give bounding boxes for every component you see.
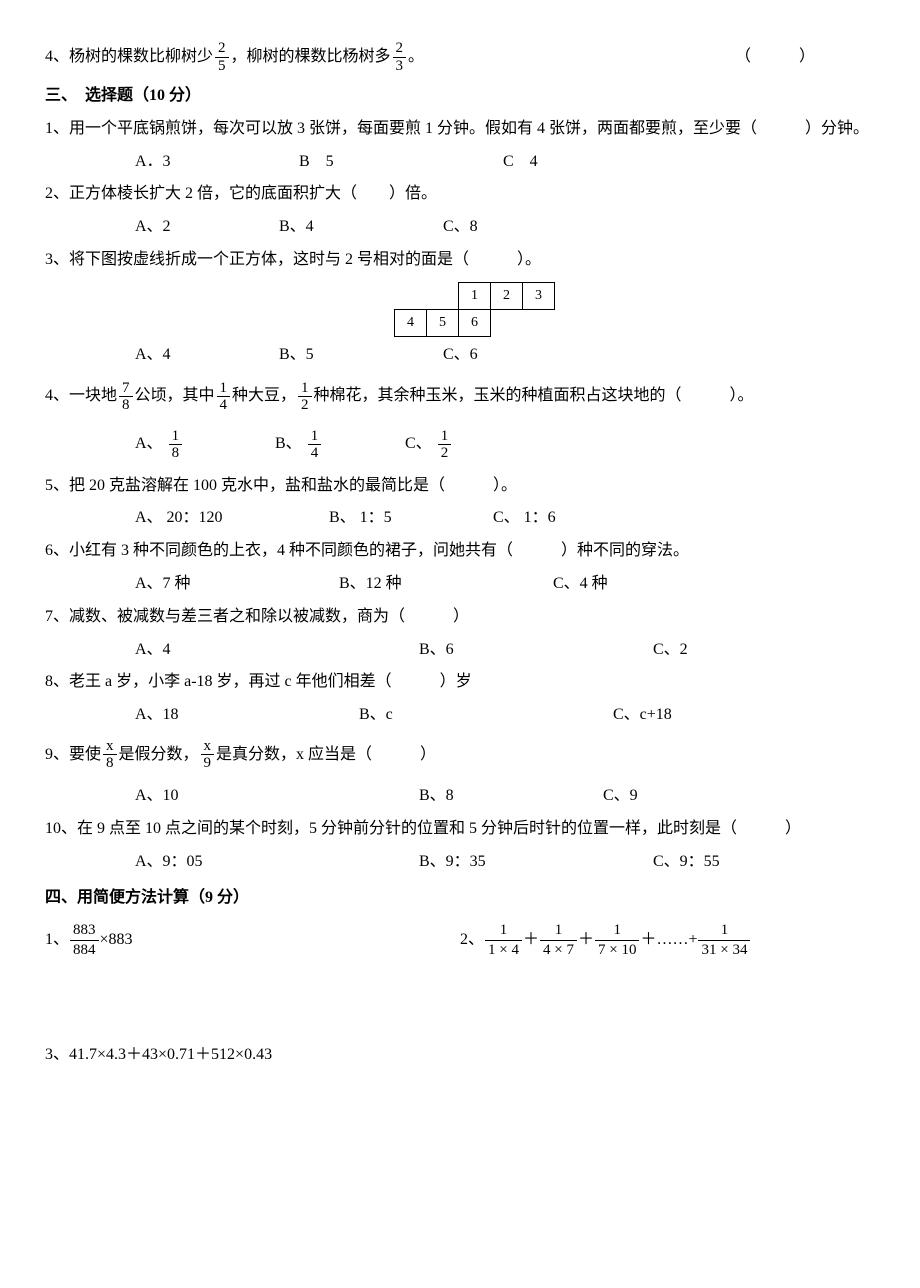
dots: ＋……+ xyxy=(640,926,697,955)
opt-b-pre: B、 xyxy=(275,430,302,459)
q41-pre: 1、 xyxy=(45,926,69,955)
opt-c: C、8 xyxy=(443,213,478,242)
q41-post: ×883 xyxy=(100,926,133,955)
q24-text-2: ，柳树的棵数比杨树多 xyxy=(231,43,391,72)
opt-c: C、 12 xyxy=(405,428,453,462)
section-4-title: 四、用简便方法计算（9 分） xyxy=(45,884,875,913)
opt-c: C、4 种 xyxy=(553,570,608,599)
q39-t2: 是假分数， xyxy=(119,741,199,770)
question-3-5: 5、把 20 克盐溶解在 100 克水中，盐和盐水的最简比是（ ）。 xyxy=(45,472,875,501)
opt-b: B、9：35 xyxy=(419,848,649,877)
question-4-3: 3、41.7×4.3＋43×0.71＋512×0.43 xyxy=(45,1041,875,1070)
opt-b: B、5 xyxy=(279,341,439,370)
frac-a: 18 xyxy=(169,428,183,462)
q3-2-options: A、2 B、4 C、8 xyxy=(45,213,875,242)
cube-cell-5: 5 xyxy=(426,309,459,337)
cube-net-diagram: 1 2 3 4 5 6 xyxy=(395,283,595,337)
opt-a: A、 18 xyxy=(135,428,275,462)
frac-883-884: 883 884 xyxy=(70,921,99,961)
frac-1-2: 12 xyxy=(298,380,312,414)
question-4-2: 2、 11 × 4 ＋ 14 × 7 ＋ 17 × 10 ＋……+ 131 × … xyxy=(460,921,875,961)
opt-c: C、c+18 xyxy=(613,701,672,730)
opt-a: A、4 xyxy=(135,636,415,665)
opt-a-pre: A、 xyxy=(135,430,163,459)
q3-1-options: A．3 B 5 C 4 xyxy=(45,148,875,177)
frac-x-9: x9 xyxy=(201,738,215,772)
frac-c: 12 xyxy=(438,428,452,462)
q3-10-options: A、9：05 B、9：35 C、9：55 xyxy=(45,848,875,877)
q34-t1: 4、一块地 xyxy=(45,382,117,411)
opt-c: C、9：55 xyxy=(653,848,720,877)
opt-a: A、10 xyxy=(135,782,415,811)
opt-b: B 5 xyxy=(299,148,499,177)
answer-paren: （ ） xyxy=(735,43,815,72)
cube-cell-4: 4 xyxy=(394,309,427,337)
q3-7-options: A、4 B、6 C、2 xyxy=(45,636,875,665)
question-3-4: 4、一块地 78 公顷，其中 14 种大豆， 12 种棉花，其余种玉米，玉米的种… xyxy=(45,380,875,414)
q39-t1: 9、要使 xyxy=(45,741,101,770)
question-3-9: 9、要使 x8 是假分数， x9 是真分数，x 应当是（ ） xyxy=(45,738,875,772)
question-3-6: 6、小红有 3 种不同颜色的上衣，4 种不同颜色的裙子，问她共有（ ）种不同的穿… xyxy=(45,537,875,566)
opt-b: B、6 xyxy=(419,636,649,665)
opt-c-pre: C、 xyxy=(405,430,432,459)
fraction-2-3: 2 3 xyxy=(393,40,407,74)
opt-b: B、 1：5 xyxy=(329,504,489,533)
opt-c: C、 1：6 xyxy=(493,504,556,533)
question-3-7: 7、减数、被减数与差三者之和除以被减数，商为（ ） xyxy=(45,603,875,632)
opt-a: A、4 xyxy=(135,341,275,370)
opt-a: A、 20：120 xyxy=(135,504,325,533)
opt-b: B、8 xyxy=(419,782,599,811)
q34-t4: 种棉花，其余种玉米，玉米的种植面积占这块地的（ ）。 xyxy=(314,382,754,411)
cube-cell-2: 2 xyxy=(490,282,523,310)
opt-b: B、c xyxy=(359,701,609,730)
question-3-8: 8、老王 a 岁，小李 a-18 岁，再过 c 年他们相差（ ）岁 xyxy=(45,668,875,697)
frac-2: 14 × 7 xyxy=(540,921,577,961)
q4-row: 1、 883 884 ×883 2、 11 × 4 ＋ 14 × 7 ＋ 17 … xyxy=(45,921,875,961)
frac-4: 131 × 34 xyxy=(698,921,750,961)
opt-a: A、2 xyxy=(135,213,275,242)
frac-7-8: 78 xyxy=(119,380,133,414)
frac-1: 11 × 4 xyxy=(485,921,522,961)
fraction-2-5: 2 5 xyxy=(215,40,229,74)
opt-b: B、12 种 xyxy=(339,570,549,599)
frac-1-4: 14 xyxy=(217,380,231,414)
cube-cell-1: 1 xyxy=(458,282,491,310)
opt-c: C 4 xyxy=(503,148,538,177)
q3-9-options: A、10 B、8 C、9 xyxy=(45,782,875,811)
q34-t2: 公顷，其中 xyxy=(135,382,215,411)
plus-2: ＋ xyxy=(578,926,594,955)
q3-6-options: A、7 种 B、12 种 C、4 种 xyxy=(45,570,875,599)
question-3-10: 10、在 9 点至 10 点之间的某个时刻，5 分钟前分针的位置和 5 分钟后时… xyxy=(45,815,875,844)
opt-c: C、6 xyxy=(443,341,478,370)
q34-t3: 种大豆， xyxy=(232,382,296,411)
plus-1: ＋ xyxy=(523,926,539,955)
q24-text-1: 4、杨树的棵数比柳树少 xyxy=(45,43,213,72)
question-3-3: 3、将下图按虚线折成一个正方体，这时与 2 号相对的面是（ ）。 xyxy=(45,246,875,275)
opt-a: A、9：05 xyxy=(135,848,415,877)
opt-b: B、 14 xyxy=(275,428,405,462)
question-4-1: 1、 883 884 ×883 xyxy=(45,921,460,961)
section-3-title: 三、 选择题（10 分） xyxy=(45,82,875,111)
opt-a: A、7 种 xyxy=(135,570,335,599)
q24-text-3: 。 xyxy=(408,43,424,72)
opt-c: C、2 xyxy=(653,636,688,665)
question-3-2: 2、正方体棱长扩大 2 倍，它的底面积扩大（ ）倍。 xyxy=(45,180,875,209)
q3-5-options: A、 20：120 B、 1：5 C、 1：6 xyxy=(45,504,875,533)
opt-a: A、18 xyxy=(135,701,355,730)
q39-t3: 是真分数，x 应当是（ ） xyxy=(216,741,436,770)
question-3-1: 1、用一个平底锅煎饼，每次可以放 3 张饼，每面要煎 1 分钟。假如有 4 张饼… xyxy=(45,115,875,144)
cube-cell-3: 3 xyxy=(522,282,555,310)
opt-c: C、9 xyxy=(603,782,638,811)
question-2-4: 4、杨树的棵数比柳树少 2 5 ，柳树的棵数比杨树多 2 3 。 （ ） xyxy=(45,40,875,74)
q3-4-options: A、 18 B、 14 C、 12 xyxy=(45,428,875,462)
cube-cell-6: 6 xyxy=(458,309,491,337)
frac-x-8: x8 xyxy=(103,738,117,772)
opt-a: A．3 xyxy=(135,148,295,177)
q3-8-options: A、18 B、c C、c+18 xyxy=(45,701,875,730)
frac-b: 14 xyxy=(308,428,322,462)
q3-3-options: A、4 B、5 C、6 xyxy=(45,341,875,370)
frac-3: 17 × 10 xyxy=(595,921,639,961)
q42-pre: 2、 xyxy=(460,926,484,955)
opt-b: B、4 xyxy=(279,213,439,242)
